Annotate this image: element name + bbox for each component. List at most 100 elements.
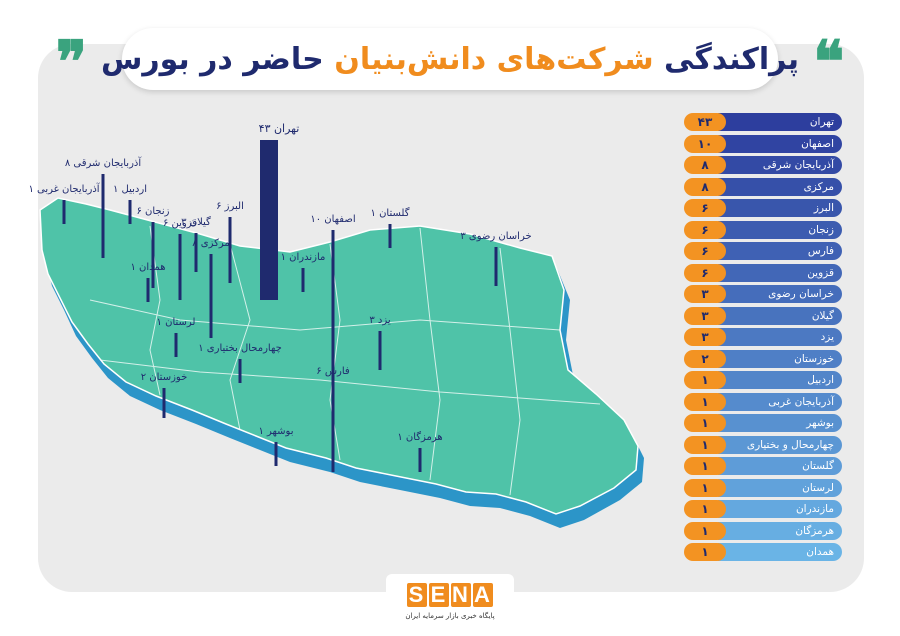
- legend-province-label: مرکزی: [718, 177, 842, 196]
- map-label-markazi: مرکزی ۸: [192, 238, 230, 249]
- legend-value-badge: ۳: [684, 285, 726, 303]
- bar-ardabil: [128, 200, 132, 224]
- legend-row: چهارمحال و بختیاری ۱: [684, 435, 842, 454]
- legend-value-badge: ۴۳: [684, 113, 726, 131]
- legend-value-badge: ۸: [684, 156, 726, 174]
- bar-gilan: [194, 233, 198, 272]
- legend-row: مازندران ۱: [684, 500, 842, 518]
- legend-value-badge: ۱۰: [684, 134, 726, 153]
- map-label-khuzestan: خوزستان ۲: [141, 372, 188, 383]
- map-label-isfahan: اصفهان ۱۰: [310, 214, 355, 225]
- map-label-zanjan: زنجان ۶: [136, 206, 169, 217]
- logo-tagline: پایگاه خبری بازار سرمایه ایران: [405, 612, 495, 620]
- legend-province-label: لرستان: [718, 478, 842, 497]
- legend-row: قزوین ۶: [684, 263, 842, 282]
- legend-row: فارس ۶: [684, 242, 842, 260]
- legend-row: زنجان ۶: [684, 220, 842, 239]
- map-label-ardabil: اردبیل ۱: [113, 184, 147, 195]
- legend-value-badge: ۱: [684, 435, 726, 454]
- map-label-mazandaran: مازندران ۱: [281, 252, 326, 263]
- bar-isfahan: [331, 230, 335, 470]
- bar-azar-gharbi: [62, 200, 66, 224]
- bar-markazi: [209, 254, 213, 338]
- legend-province-label: یزد: [718, 328, 842, 346]
- legend-row: یزد ۳: [684, 328, 842, 346]
- bar-khuzestan: [162, 388, 166, 418]
- legend-row: البرز ۶: [684, 199, 842, 217]
- bar-golestan: [388, 224, 392, 248]
- legend-row: همدان ۱: [684, 543, 842, 561]
- legend-value-badge: ۱: [684, 521, 726, 540]
- bar-mazandaran: [301, 268, 305, 292]
- legend-province-label: هرمزگان: [718, 521, 842, 540]
- legend-province-label: چهارمحال و بختیاری: [718, 435, 842, 454]
- legend-value-badge: ۳: [684, 328, 726, 346]
- legend-value-badge: ۳: [684, 306, 726, 325]
- legend-province-label: گلستان: [718, 457, 842, 475]
- map-label-azar-sharghi: آذربایجان شرقی ۸: [65, 156, 142, 169]
- legend-value-badge: ۶: [684, 220, 726, 239]
- map-label-bushehr: بوشهر ۱: [258, 426, 293, 437]
- legend-province-label: اردبیل: [718, 371, 842, 389]
- legend-province-label: البرز: [718, 199, 842, 217]
- bar-azar-sharghi: [101, 174, 105, 258]
- map-label-chaharmahal: چهارمحال بختیاری ۱: [198, 343, 282, 354]
- legend-row: لرستان ۱: [684, 478, 842, 497]
- title-part-1: پراکندگی: [653, 41, 800, 77]
- legend-row: گلستان ۱: [684, 457, 842, 475]
- legend-province-label: فارس: [718, 242, 842, 260]
- map-label-hamedan: همدان ۱: [131, 262, 166, 273]
- quote-open-icon: ❝: [813, 28, 845, 96]
- iran-map: [39, 197, 644, 528]
- legend-value-badge: ۱: [684, 371, 726, 389]
- legend-province-label: گیلان: [718, 306, 842, 325]
- quote-close-icon: ❞: [55, 28, 87, 96]
- map-label-gilan: گیلان ۳: [181, 216, 211, 228]
- legend-province-label: آذربایجان غربی: [718, 392, 842, 411]
- bar-alborz: [228, 217, 232, 283]
- bar-fars: [331, 382, 335, 472]
- map-label-qazvin: قزوین ۶: [163, 218, 197, 229]
- legend-row: آذربایجان غربی ۱: [684, 392, 842, 411]
- legend-row: آذربایجان شرقی ۸: [684, 156, 842, 174]
- map-label-alborz: البرز ۶: [216, 201, 244, 212]
- map-label-golestan: گلستان ۱: [371, 207, 410, 219]
- bar-hamedan: [146, 278, 150, 302]
- legend-value-badge: ۲: [684, 349, 726, 368]
- legend-province-label: زنجان: [718, 220, 842, 239]
- chart-marks: تهران ۴۳ اصفهان ۱۰ آذربایجان شرقی ۸ مرکزی ۸…: [28, 122, 532, 472]
- legend-value-badge: ۶: [684, 263, 726, 282]
- map-label-fars: فارس ۶: [316, 366, 350, 377]
- map-label-khorasan: خراسان رضوی ۳: [460, 231, 531, 242]
- legend-row: بوشهر ۱: [684, 414, 842, 432]
- province-borders: [89, 225, 601, 496]
- legend-province-label: آذربایجان شرقی: [718, 156, 842, 174]
- map-label-hormozgan: هرمزگان ۱: [397, 431, 442, 443]
- legend-value-badge: ۱: [684, 392, 726, 411]
- legend-province-label: قزوین: [718, 263, 842, 282]
- legend-province-label: خراسان رضوی: [718, 285, 842, 303]
- legend-province-label: تهران: [718, 113, 842, 131]
- bar-yazd: [378, 331, 382, 370]
- map-label-lorestan: لرستان ۱: [157, 317, 196, 328]
- legend-row: مرکزی ۸: [684, 177, 842, 196]
- legend-value-badge: ۱: [684, 414, 726, 432]
- page-title: پراکندگی شرکت‌های دانش‌بنیان حاضر در بور…: [101, 42, 799, 77]
- bar-lorestan: [174, 333, 178, 357]
- legend-row: هرمزگان ۱: [684, 521, 842, 540]
- title-part-2: شرکت‌های دانش‌بنیان: [334, 41, 654, 77]
- legend-value-badge: ۶: [684, 242, 726, 260]
- map-top-surface: [39, 197, 639, 515]
- legend-row: تهران ۴۳: [684, 113, 842, 131]
- legend-row: اردبیل ۱: [684, 371, 842, 389]
- bar-hormozgan: [418, 448, 422, 472]
- legend-value-badge: ۶: [684, 199, 726, 217]
- bar-qazvin: [178, 234, 182, 300]
- map-label-azar-gharbi: آذربایجان غربی ۱: [28, 182, 100, 195]
- legend-row: گیلان ۳: [684, 306, 842, 325]
- map-label-yazd: یزد ۳: [369, 315, 391, 326]
- bar-tehran: [260, 140, 278, 300]
